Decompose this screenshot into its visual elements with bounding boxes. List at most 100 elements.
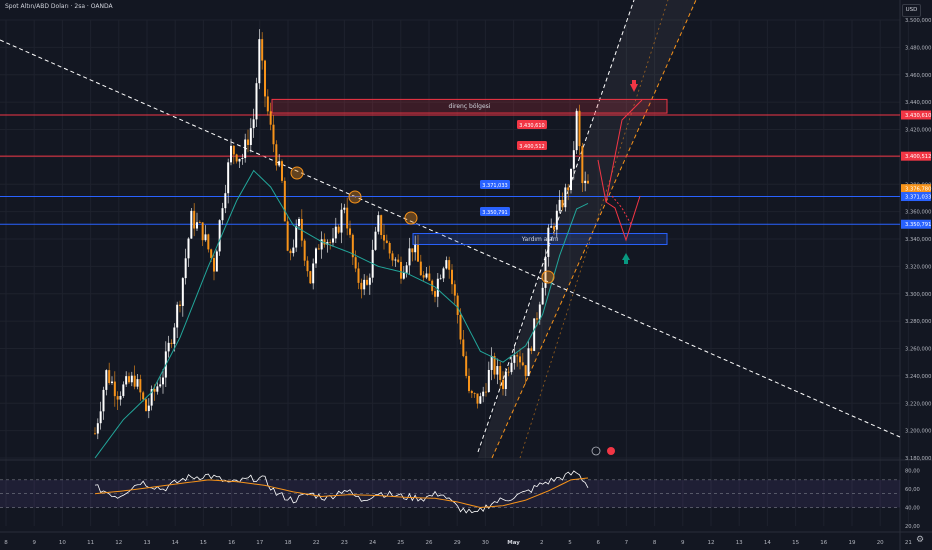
candle-body <box>334 226 337 239</box>
arrow-down-icon-stem <box>632 80 636 85</box>
candle-body <box>476 393 479 404</box>
price-tick-label: 3.360,000 <box>905 210 931 216</box>
candle-body <box>581 146 584 184</box>
dividend-icon <box>591 446 601 456</box>
candle-body <box>428 273 431 281</box>
candle-body <box>366 279 368 285</box>
us-flag-icon <box>607 447 615 455</box>
candle-body <box>360 282 363 290</box>
price-tick-label: 3.220,000 <box>905 401 931 407</box>
candle-body <box>453 284 456 296</box>
candle-body <box>235 154 238 162</box>
candle-body <box>153 389 156 392</box>
candle-body <box>249 128 252 145</box>
candle-body <box>156 386 159 392</box>
candle-body <box>218 220 221 252</box>
candle-body <box>436 278 439 297</box>
candle-body <box>456 295 459 315</box>
price-tick-label: 3.420,000 <box>905 128 931 134</box>
candle-body <box>207 234 210 250</box>
time-tick-label: 22 <box>313 540 320 546</box>
gear-icon[interactable]: ⚙ <box>916 535 925 545</box>
candle-body <box>142 392 145 400</box>
rsi-tick-label: 60,00 <box>905 487 920 493</box>
time-tick-label: 17 <box>256 540 263 546</box>
candle-body <box>584 180 587 184</box>
time-tick-label: 16 <box>820 540 827 546</box>
currency-button[interactable]: USD <box>902 4 921 17</box>
candle-body <box>323 239 326 245</box>
candle-body <box>550 226 553 228</box>
candle-body <box>224 193 227 209</box>
price-tick-label: 3.240,000 <box>905 374 931 380</box>
candle-body <box>411 248 414 253</box>
candle-body <box>317 248 320 250</box>
projection-path-dotted <box>611 195 633 227</box>
candle-body <box>261 39 264 61</box>
candle-body <box>482 391 485 397</box>
candle-body <box>332 238 334 243</box>
price-axis-badge <box>901 151 931 161</box>
candle-body <box>213 258 215 272</box>
time-tick-label: 25 <box>397 540 404 546</box>
candle-body <box>309 271 312 284</box>
price-axis-badge <box>901 219 931 229</box>
candle-body <box>553 226 555 230</box>
arrow-up-icon-stem <box>624 259 628 264</box>
candle-body <box>394 259 397 261</box>
candle-body <box>402 272 405 279</box>
touch-circle <box>348 190 362 204</box>
candle-body <box>320 239 323 250</box>
candle-body <box>190 210 193 239</box>
price-label-box <box>480 207 510 216</box>
candle-body <box>527 348 530 377</box>
candle-body <box>490 355 493 370</box>
candle-body <box>150 389 153 406</box>
rsi-ma-line <box>94 477 589 509</box>
candle-body <box>521 362 524 366</box>
candle-body <box>204 234 207 241</box>
candle-body <box>232 145 235 155</box>
candle-body <box>227 162 230 194</box>
candle-body <box>544 256 547 288</box>
time-tick-label: 9 <box>681 540 685 546</box>
price-label: 3.371,033 <box>482 183 507 189</box>
candle-body <box>414 244 417 253</box>
candle-body <box>283 180 286 222</box>
rsi-tick-label: 80,00 <box>905 469 920 475</box>
time-tick-label: 20 <box>877 540 884 546</box>
candle-body <box>116 396 119 400</box>
candle-body <box>570 168 572 191</box>
price-label: 3.400,512 <box>519 144 544 150</box>
time-tick-label: 15 <box>792 540 799 546</box>
arrow-up-icon <box>622 253 630 260</box>
candle-body <box>578 110 581 147</box>
candle-body <box>147 405 150 412</box>
candle-body <box>462 339 465 357</box>
candle-body <box>510 362 513 373</box>
candle-body <box>504 371 507 390</box>
time-tick-label: 19 <box>849 540 856 546</box>
candle-body <box>252 119 255 129</box>
time-tick-label: 29 <box>454 540 461 546</box>
candle-body <box>459 314 462 340</box>
candle-body <box>193 210 196 229</box>
candle-body <box>465 356 468 376</box>
candle-body <box>346 207 349 229</box>
candle-body <box>564 187 567 208</box>
descending-trendline <box>0 39 901 438</box>
candle-body <box>281 161 283 181</box>
candle-body <box>337 226 340 233</box>
candle-body <box>298 218 300 227</box>
candle-body <box>468 375 470 392</box>
candle-body <box>278 161 281 166</box>
candle-body <box>351 234 354 258</box>
time-tick-label: 5 <box>568 540 572 546</box>
price-label-box <box>517 141 547 150</box>
candle-body <box>388 242 391 254</box>
chart-title: Spot Altın/ABD Doları · 2sa · OANDA <box>5 3 113 10</box>
projection-path-up <box>597 99 643 203</box>
price-axis-badge <box>901 192 931 202</box>
candle-body <box>184 258 187 279</box>
